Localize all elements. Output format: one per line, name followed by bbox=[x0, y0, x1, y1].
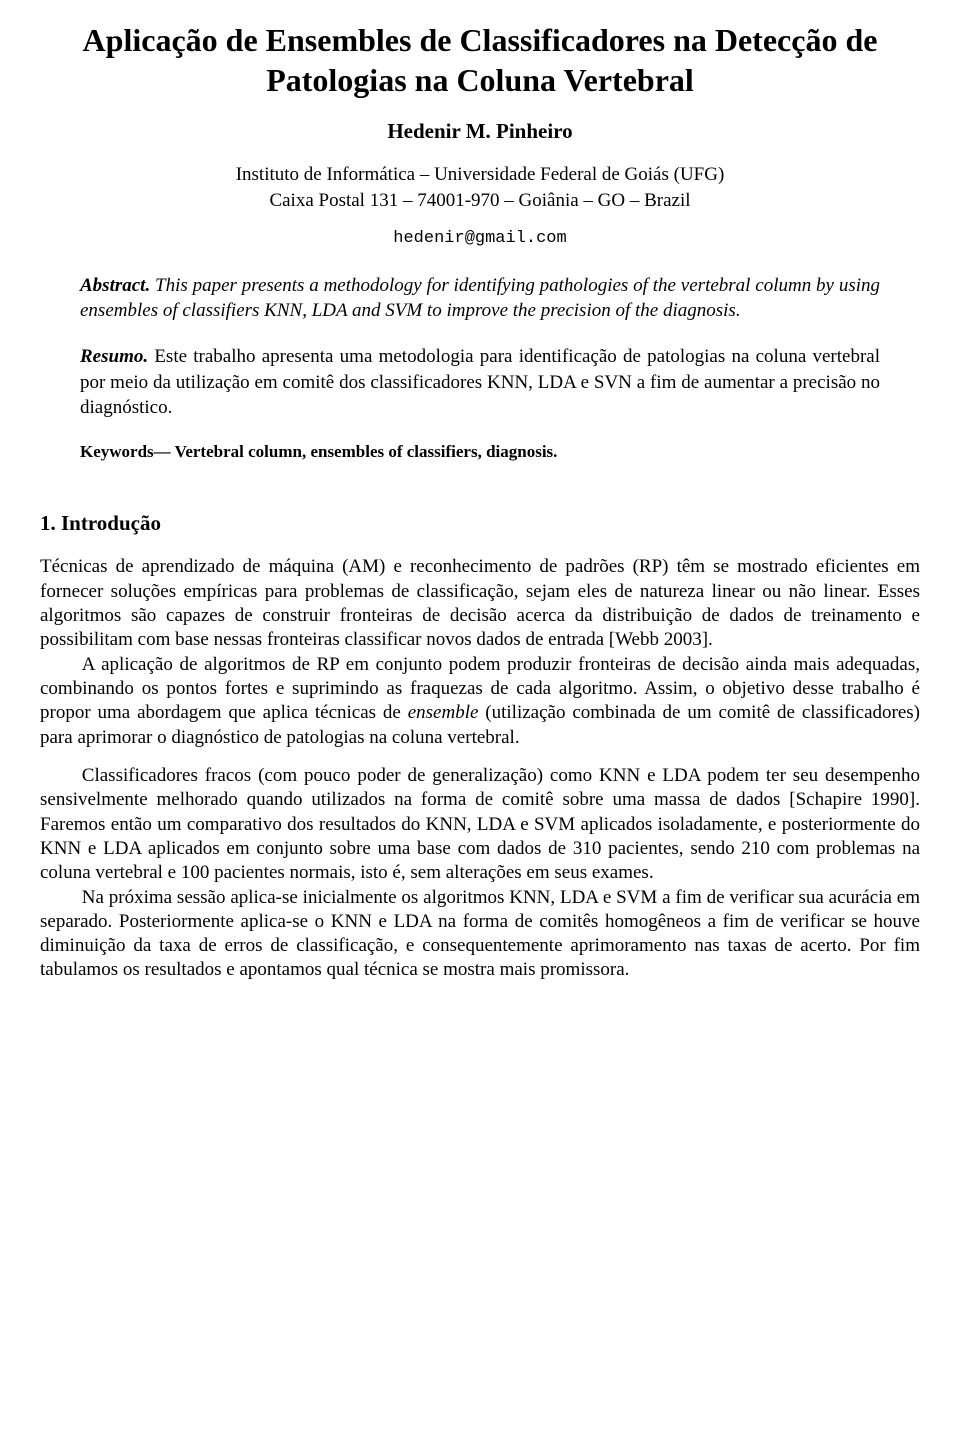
affiliation-line-1: Instituto de Informática – Universidade … bbox=[236, 164, 725, 185]
keywords-text: Vertebral column, ensembles of classifie… bbox=[171, 442, 558, 461]
paper-title: Aplicação de Ensembles de Classificadore… bbox=[40, 20, 920, 100]
section-heading-1: 1. Introdução bbox=[40, 510, 920, 536]
affiliation: Instituto de Informática – Universidade … bbox=[40, 162, 920, 213]
affiliation-line-2: Caixa Postal 131 – 74001-970 – Goiânia –… bbox=[269, 190, 690, 211]
section1-paragraph-2: Classificadores fracos (com pouco poder … bbox=[40, 764, 920, 886]
author-email: hedenir@gmail.com bbox=[40, 228, 920, 249]
resumo-heading: Resumo. bbox=[80, 346, 148, 367]
resumo-block: Resumo. Este trabalho apresenta uma meto… bbox=[80, 344, 880, 421]
abstract-block: Abstract. This paper presents a methodol… bbox=[80, 273, 880, 324]
resumo-text: Este trabalho apresenta uma metodologia … bbox=[80, 346, 880, 418]
section1-paragraph-3: Na próxima sessão aplica-se inicialmente… bbox=[40, 886, 920, 983]
author-name: Hedenir M. Pinheiro bbox=[40, 118, 920, 144]
section1-paragraph-1b: A aplicação de algoritmos de RP em conju… bbox=[40, 653, 920, 750]
section1-paragraph-1a: Técnicas de aprendizado de máquina (AM) … bbox=[40, 555, 920, 652]
p1b-emphasis: ensemble bbox=[408, 702, 479, 723]
keywords-block: Keywords— Vertebral column, ensembles of… bbox=[80, 441, 880, 462]
abstract-heading: Abstract. bbox=[80, 275, 150, 296]
abstract-text: This paper presents a methodology for id… bbox=[80, 275, 880, 322]
keywords-label: Keywords— bbox=[80, 442, 171, 461]
